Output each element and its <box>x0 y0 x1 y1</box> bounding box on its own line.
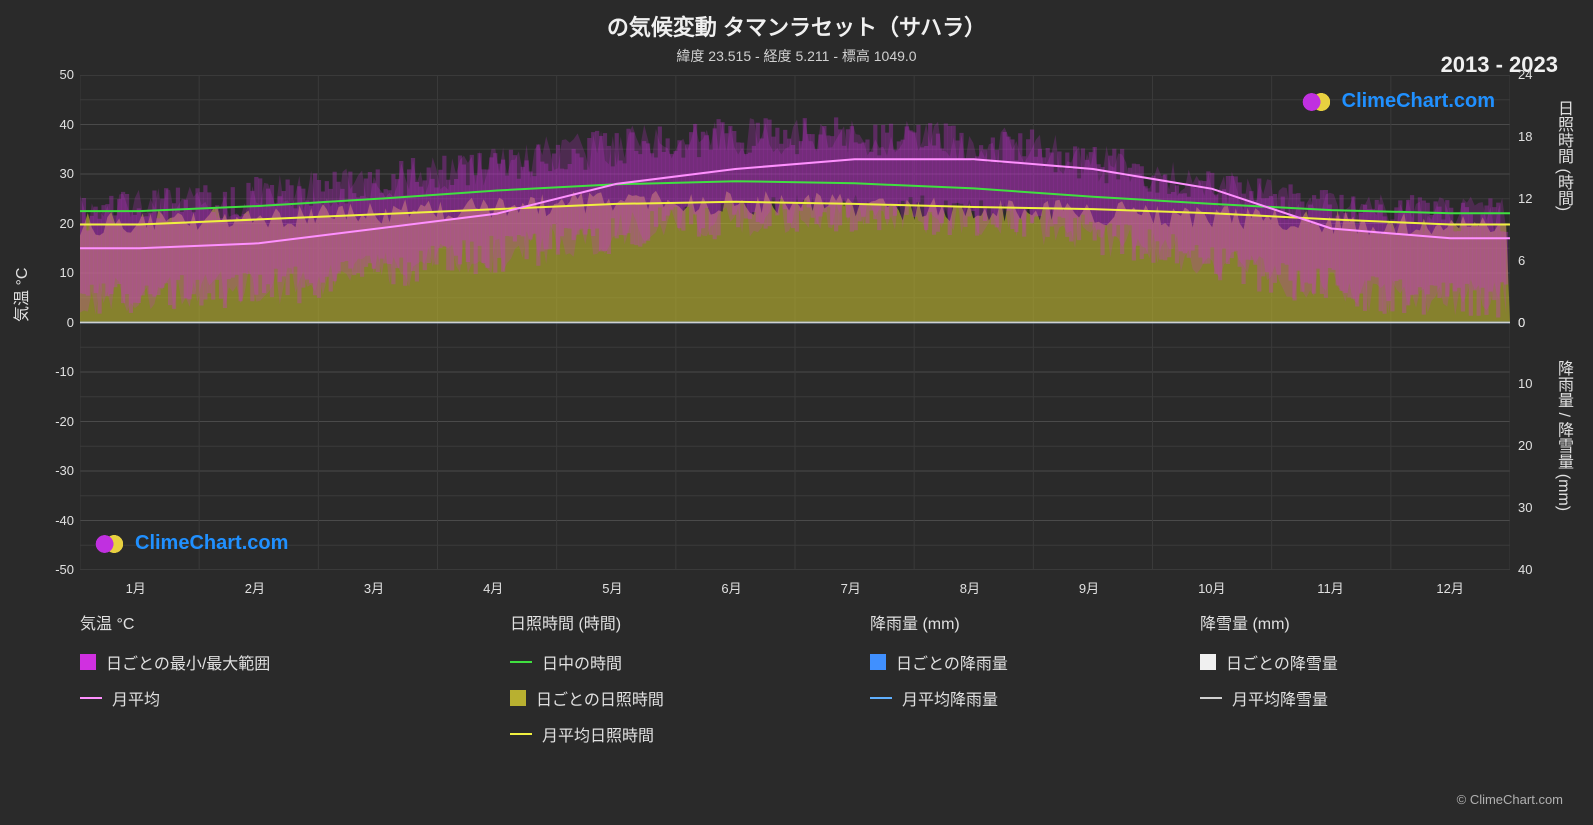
legend-header: 降雨量 (mm) <box>870 610 1160 634</box>
y-left-tick: 0 <box>67 315 74 330</box>
y-right-sun-tick: 18 <box>1518 129 1532 144</box>
y-right-sun-tick: 6 <box>1518 253 1525 268</box>
y-right-precip-tick: 0 <box>1518 315 1525 330</box>
watermark-text: ClimeChart.com <box>1342 90 1495 113</box>
x-month-tick: 12月 <box>1436 578 1463 597</box>
y-right-sun-tick: 24 <box>1518 67 1532 82</box>
watermark-bottom: ClimeChart.com <box>95 532 288 555</box>
legend-swatch-line <box>510 733 532 735</box>
y-right-sun-tick: 12 <box>1518 191 1532 206</box>
y-left-tick: 30 <box>60 166 74 181</box>
legend-label: 月平均日照時間 <box>542 722 654 746</box>
y-left-tick: 20 <box>60 216 74 231</box>
x-month-tick: 10月 <box>1198 578 1225 597</box>
x-month-tick: 5月 <box>602 578 622 597</box>
legend-item: 月平均 <box>80 686 470 710</box>
x-month-tick: 7月 <box>841 578 861 597</box>
legend-item: 日ごとの降雪量 <box>1200 650 1460 674</box>
chart-title: の気候変動 タマンラセット（サハラ） <box>0 0 1593 42</box>
legend-item: 日中の時間 <box>510 650 830 674</box>
legend-header: 降雪量 (mm) <box>1200 610 1460 634</box>
x-month-tick: 6月 <box>721 578 741 597</box>
climechart-logo-icon <box>1302 91 1334 113</box>
x-month-tick: 9月 <box>1079 578 1099 597</box>
legend-item: 月平均降雨量 <box>870 686 1160 710</box>
y-left-tick: 10 <box>60 265 74 280</box>
legend-label: 月平均降雨量 <box>902 686 998 710</box>
legend-swatch-line <box>1200 697 1222 699</box>
x-month-tick: 2月 <box>245 578 265 597</box>
x-month-tick: 8月 <box>960 578 980 597</box>
climechart-logo-icon <box>95 533 127 555</box>
y-left-tick: -10 <box>55 364 74 379</box>
chart-plot-area: ClimeChart.com ClimeChart.com <box>80 75 1510 570</box>
legend-header: 気温 °C <box>80 610 470 634</box>
legend-label: 月平均降雪量 <box>1232 686 1328 710</box>
y-right-axis-title-precip: 降雨量 / 降雪量 (mm) <box>1551 360 1575 511</box>
legend-swatch-line <box>80 697 102 699</box>
y-left-tick: -40 <box>55 513 74 528</box>
y-right-axis-title-sunshine: 日照時間 (時間) <box>1551 100 1575 211</box>
x-month-tick: 1月 <box>126 578 146 597</box>
legend-swatch-box <box>510 690 526 706</box>
y-left-tick: -50 <box>55 562 74 577</box>
y-right-precip-tick: 40 <box>1518 562 1532 577</box>
chart-svg <box>80 75 1510 570</box>
legend-header: 日照時間 (時間) <box>510 610 830 634</box>
legend-group: 降雪量 (mm) 日ごとの降雪量月平均降雪量 <box>1200 610 1500 746</box>
legend-group: 気温 °C 日ごとの最小/最大範囲月平均 <box>80 610 510 746</box>
y-left-tick: 50 <box>60 67 74 82</box>
legend-label: 月平均 <box>112 686 160 710</box>
x-month-tick: 4月 <box>483 578 503 597</box>
legend-item: 日ごとの最小/最大範囲 <box>80 650 470 674</box>
x-month-tick: 11月 <box>1317 578 1344 597</box>
y-right-precip-tick: 20 <box>1518 438 1532 453</box>
legend-swatch-line <box>870 697 892 699</box>
legend-item: 月平均日照時間 <box>510 722 830 746</box>
legend-group: 降雨量 (mm) 日ごとの降雨量月平均降雨量 <box>870 610 1200 746</box>
legend-item: 日ごとの降雨量 <box>870 650 1160 674</box>
legend-label: 日中の時間 <box>542 650 622 674</box>
x-month-tick: 3月 <box>364 578 384 597</box>
legend-swatch-box <box>870 654 886 670</box>
watermark-top: ClimeChart.com <box>1302 90 1495 113</box>
copyright: © ClimeChart.com <box>1457 792 1563 807</box>
legend-item: 月平均降雪量 <box>1200 686 1460 710</box>
legend: 気温 °C 日ごとの最小/最大範囲月平均 日照時間 (時間) 日中の時間日ごとの日照時… <box>80 610 1510 746</box>
legend-label: 日ごとの降雪量 <box>1226 650 1338 674</box>
y-right-precip-tick: 30 <box>1518 500 1532 515</box>
y-right-precip-tick: 10 <box>1518 376 1532 391</box>
legend-swatch-box <box>1200 654 1216 670</box>
legend-item: 日ごとの日照時間 <box>510 686 830 710</box>
legend-swatch-line <box>510 661 532 663</box>
watermark-text: ClimeChart.com <box>135 532 288 555</box>
y-left-tick: 40 <box>60 117 74 132</box>
legend-label: 日ごとの日照時間 <box>536 686 664 710</box>
y-left-tick: -20 <box>55 414 74 429</box>
legend-label: 日ごとの最小/最大範囲 <box>106 650 270 674</box>
y-left-tick: -30 <box>55 463 74 478</box>
legend-swatch-box <box>80 654 96 670</box>
chart-subtitle: 緯度 23.515 - 経度 5.211 - 標高 1049.0 <box>0 42 1593 66</box>
legend-group: 日照時間 (時間) 日中の時間日ごとの日照時間月平均日照時間 <box>510 610 870 746</box>
legend-label: 日ごとの降雨量 <box>896 650 1008 674</box>
y-left-axis-title: 気温 °C <box>8 268 32 322</box>
